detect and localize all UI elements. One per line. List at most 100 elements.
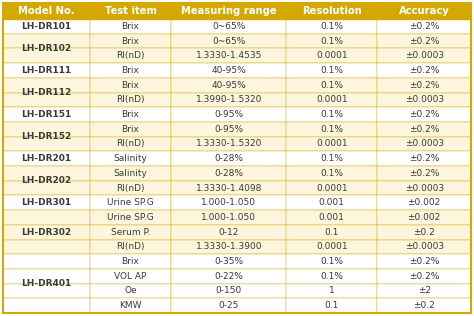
Bar (172, 122, 286, 137)
Text: ±0.0003: ±0.0003 (405, 184, 444, 192)
Bar (172, 283, 286, 298)
Bar (286, 137, 377, 151)
Bar (172, 298, 286, 313)
Bar (172, 63, 286, 78)
Bar (377, 19, 471, 34)
Text: ±0.2%: ±0.2% (409, 22, 439, 31)
Text: Brix: Brix (122, 81, 139, 90)
Text: 0.1%: 0.1% (320, 66, 343, 75)
Text: Urine SP.G: Urine SP.G (107, 198, 154, 207)
Text: ±0.2: ±0.2 (413, 301, 435, 310)
Text: ±0.002: ±0.002 (408, 198, 441, 207)
Bar (172, 93, 286, 107)
Bar (3, 107, 90, 122)
Text: 0.1%: 0.1% (320, 169, 343, 178)
Bar (286, 63, 377, 78)
Bar (286, 34, 377, 48)
Text: Oe: Oe (124, 286, 137, 295)
Text: 0.0001: 0.0001 (316, 139, 347, 149)
Bar (90, 137, 172, 151)
Bar (377, 181, 471, 195)
Bar (3, 137, 90, 151)
Bar (377, 151, 471, 166)
Text: Urine SP.G: Urine SP.G (107, 213, 154, 222)
Bar (286, 3, 377, 19)
Bar (3, 93, 90, 107)
Text: 40-95%: 40-95% (211, 81, 246, 90)
Text: 0.001: 0.001 (319, 213, 345, 222)
Text: 0-95%: 0-95% (214, 125, 243, 134)
Bar (377, 107, 471, 122)
Bar (90, 225, 172, 240)
Bar (3, 3, 90, 19)
Bar (377, 63, 471, 78)
Text: 0.1: 0.1 (325, 228, 339, 237)
Text: 0.1%: 0.1% (320, 272, 343, 281)
Text: LH-DR101: LH-DR101 (21, 22, 72, 31)
Bar (286, 240, 377, 254)
Text: Test item: Test item (105, 6, 156, 16)
Text: Brix: Brix (122, 110, 139, 119)
Bar (377, 298, 471, 313)
Bar (377, 78, 471, 93)
Bar (3, 166, 90, 181)
Text: ±0.2%: ±0.2% (409, 125, 439, 134)
Bar (90, 34, 172, 48)
Bar (3, 269, 90, 283)
Text: Salinity: Salinity (114, 154, 147, 163)
Text: ±0.2%: ±0.2% (409, 272, 439, 281)
Bar (377, 210, 471, 225)
Text: KMW: KMW (119, 301, 142, 310)
Text: 40-95%: 40-95% (211, 66, 246, 75)
Text: LH-DR201: LH-DR201 (21, 154, 72, 163)
Text: 0.1%: 0.1% (320, 22, 343, 31)
Text: LH-DR202: LH-DR202 (21, 176, 72, 185)
Text: RI(nD): RI(nD) (116, 51, 145, 60)
Bar (172, 195, 286, 210)
Bar (172, 151, 286, 166)
Bar (3, 151, 90, 166)
Bar (90, 3, 172, 19)
Bar (377, 48, 471, 63)
Text: ±0.2%: ±0.2% (409, 110, 439, 119)
Bar (90, 240, 172, 254)
Text: 1.000-1.050: 1.000-1.050 (201, 213, 256, 222)
Text: 0.001: 0.001 (319, 198, 345, 207)
Bar (377, 166, 471, 181)
Bar (172, 107, 286, 122)
Text: ±0.2: ±0.2 (413, 228, 435, 237)
Bar (3, 210, 90, 225)
Bar (90, 269, 172, 283)
Text: Model No.: Model No. (18, 6, 74, 16)
Bar (286, 254, 377, 269)
Text: RI(nD): RI(nD) (116, 184, 145, 192)
Bar (172, 225, 286, 240)
Text: 1.3990-1.5320: 1.3990-1.5320 (196, 95, 262, 104)
Text: Brix: Brix (122, 257, 139, 266)
Text: LH-DR111: LH-DR111 (21, 66, 72, 75)
Bar (3, 34, 90, 48)
Text: 0-25: 0-25 (219, 301, 239, 310)
Bar (286, 48, 377, 63)
Bar (90, 19, 172, 34)
Bar (172, 19, 286, 34)
Text: LH-DR152: LH-DR152 (21, 132, 72, 141)
Bar (377, 34, 471, 48)
Text: 0-28%: 0-28% (214, 154, 243, 163)
Text: 0.1%: 0.1% (320, 125, 343, 134)
Bar (286, 210, 377, 225)
Text: ±0.2%: ±0.2% (409, 169, 439, 178)
Text: 0.1: 0.1 (325, 301, 339, 310)
Text: 0-22%: 0-22% (214, 272, 243, 281)
Bar (90, 93, 172, 107)
Bar (3, 181, 90, 195)
Bar (286, 195, 377, 210)
Bar (172, 166, 286, 181)
Bar (3, 122, 90, 137)
Text: Brix: Brix (122, 125, 139, 134)
Bar (90, 107, 172, 122)
Bar (3, 254, 90, 269)
Bar (172, 254, 286, 269)
Text: ±0.002: ±0.002 (408, 213, 441, 222)
Text: 1.000-1.050: 1.000-1.050 (201, 198, 256, 207)
